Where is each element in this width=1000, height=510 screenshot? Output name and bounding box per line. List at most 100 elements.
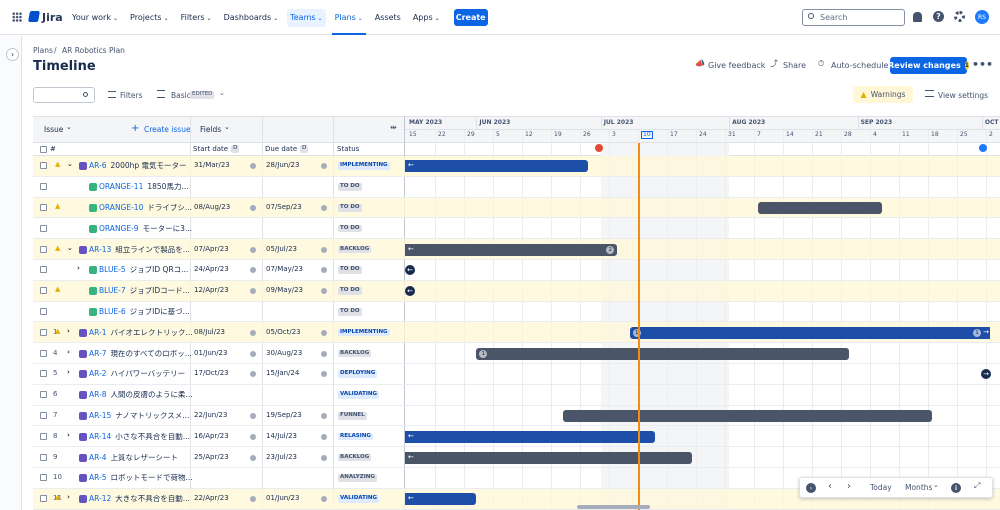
notifications[interactable] (913, 12, 922, 22)
more-menu[interactable]: ••• (972, 58, 994, 71)
row-checkbox[interactable] (40, 287, 47, 295)
row-checkbox[interactable] (40, 224, 47, 232)
expand-toggle[interactable]: › (67, 347, 70, 356)
filters-icon[interactable] (108, 91, 116, 98)
start-date[interactable]: 31/Mar/23 (194, 161, 230, 170)
start-date[interactable]: 12/Apr/23 (194, 286, 229, 295)
start-date[interactable]: 08/Aug/23 (194, 203, 231, 211)
start-date[interactable]: 22/Apr/23 (194, 494, 229, 503)
header-action[interactable]: Share (783, 61, 807, 70)
expand-toggle[interactable]: › (67, 368, 70, 377)
issue-summary[interactable]: ジョブIDコード... (129, 287, 190, 295)
row-checkbox[interactable] (40, 308, 47, 315)
issue-summary[interactable]: ドライブシ... (147, 204, 193, 212)
issue-key[interactable]: ORANGE-11 (99, 182, 144, 192)
header-action[interactable]: Auto-schedule (831, 61, 889, 70)
row-checkbox[interactable] (40, 245, 47, 253)
status-lozenge[interactable]: RELASING (338, 432, 373, 441)
due-date[interactable]: 30/Aug/23 (266, 348, 303, 357)
issue-chevron[interactable]: ⌄ (66, 123, 72, 131)
due-date[interactable]: 15/Jan/24 (266, 369, 300, 378)
clear-date[interactable] (321, 246, 327, 253)
status-lozenge[interactable]: BACKLOG (338, 349, 372, 358)
issue-key[interactable]: AR-2 (89, 369, 107, 379)
app-switcher[interactable] (12, 12, 22, 22)
nav-item[interactable]: Plans ⌄ (331, 9, 366, 35)
bar[interactable]: ← (405, 493, 477, 506)
issue-summary[interactable]: 2000hp 電気モーター (110, 162, 187, 170)
row-checkbox[interactable] (40, 328, 47, 336)
offscreen-bar[interactable]: ← (405, 286, 415, 297)
status-lozenge[interactable]: TO DO (338, 204, 362, 212)
bar[interactable]: ← (405, 160, 589, 173)
logo[interactable]: Jira (42, 11, 63, 24)
clear-date[interactable] (321, 371, 327, 378)
issue-summary[interactable]: 組立ラインで製品を... (115, 245, 190, 254)
status-lozenge[interactable]: TO DO (338, 308, 362, 316)
zoom-select[interactable]: Months (905, 483, 933, 492)
bar[interactable]: ← (405, 430, 655, 443)
clear-date[interactable] (250, 496, 256, 503)
create-plus[interactable]: + (131, 123, 140, 134)
clear-date[interactable] (321, 163, 327, 170)
clear-date[interactable] (250, 163, 256, 170)
row-checkbox[interactable] (40, 370, 47, 378)
jira-icon[interactable] (28, 11, 40, 22)
status-lozenge[interactable]: TO DO (338, 183, 362, 191)
action-icon[interactable]: ⤴ (770, 59, 778, 68)
issue-summary[interactable]: 人間の皮膚のように柔... (110, 391, 193, 399)
view-icon[interactable] (157, 90, 165, 98)
row-checkbox[interactable] (40, 204, 47, 211)
status-lozenge[interactable]: VALIDATING (338, 495, 380, 503)
review-button[interactable]: Review changes 1 (888, 57, 969, 74)
row-warning[interactable]: ▲ (55, 243, 61, 252)
breadcrumb[interactable]: Plans (33, 46, 53, 55)
issue-header[interactable]: Issue (44, 125, 64, 134)
nav-item[interactable]: Projects ⌄ (127, 9, 172, 27)
issue-key[interactable]: AR-15 (89, 411, 112, 420)
issue-summary[interactable]: 小さな不具合を自動... (115, 432, 190, 441)
clear-date[interactable] (321, 205, 327, 211)
due-date[interactable]: 07/Sep/23 (266, 203, 302, 211)
issue-summary[interactable]: ジョブIDに基づ... (129, 308, 190, 316)
row-checkbox[interactable] (40, 391, 47, 399)
due-date[interactable]: 05/Jul/23 (266, 244, 297, 253)
expand-columns[interactable]: ⇹ (390, 123, 397, 132)
row-checkbox[interactable] (40, 349, 47, 357)
offscreen-bar[interactable]: → (981, 369, 991, 380)
clear-date[interactable] (321, 496, 327, 503)
row-warning[interactable]: ▲ (55, 160, 61, 169)
row-checkbox[interactable] (40, 266, 47, 274)
issue-key[interactable]: AR-8 (89, 390, 107, 400)
status-lozenge[interactable]: ANALYZING (338, 474, 377, 482)
issue-key[interactable]: BLUE-5 (99, 265, 126, 275)
clear-date[interactable] (250, 288, 256, 295)
nav-item[interactable]: Your work ⌄ (69, 9, 121, 27)
expand-toggle[interactable]: ⌄ (67, 160, 73, 169)
row-checkbox[interactable] (40, 474, 47, 482)
issue-summary[interactable]: 現在のすべてのロボッ... (110, 349, 192, 358)
issue-key[interactable]: AR-6 (89, 161, 107, 171)
row-warning[interactable]: ▲ (55, 285, 61, 294)
create-button[interactable]: Create (453, 9, 488, 26)
scroll-to-today[interactable]: › (806, 483, 816, 493)
bar[interactable] (758, 202, 883, 214)
status-lozenge[interactable]: IMPLEMENTING (338, 162, 390, 170)
bar-badge[interactable]: 1 (632, 328, 641, 337)
due-date[interactable]: 01/Jun/23 (266, 494, 300, 503)
action-icon[interactable]: 📣 (695, 59, 705, 68)
clear-date[interactable] (250, 413, 256, 419)
clear-date[interactable] (321, 413, 327, 419)
bar-badge[interactable]: 1 (479, 349, 488, 358)
status-lozenge[interactable]: TO DO (338, 266, 362, 274)
release-flag[interactable] (979, 144, 987, 152)
bar[interactable]: 1 (476, 347, 850, 360)
start-date[interactable]: 01/Jun/23 (194, 348, 228, 357)
issue-key[interactable]: AR-13 (89, 244, 112, 254)
issue-key[interactable]: ORANGE-9 (99, 223, 139, 233)
row-checkbox[interactable] (40, 495, 47, 503)
fields-chevron[interactable]: ⌄ (224, 123, 230, 131)
status-lozenge[interactable]: FUNNEL (338, 412, 367, 420)
bar[interactable]: → 1 1 (629, 326, 990, 339)
issue-summary[interactable]: 1850馬力... (147, 183, 189, 191)
